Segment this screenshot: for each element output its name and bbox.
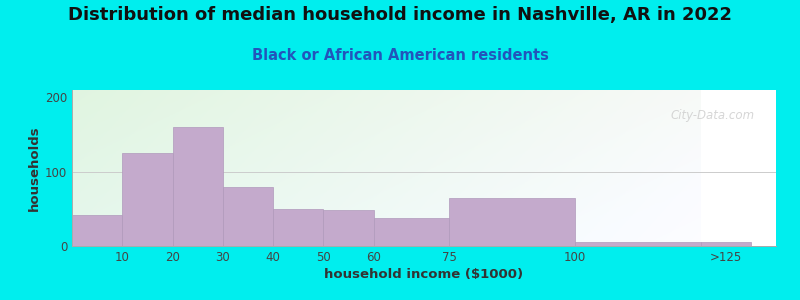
Bar xyxy=(575,242,701,246)
Bar xyxy=(701,242,751,246)
Text: City-Data.com: City-Data.com xyxy=(670,109,755,122)
Text: Black or African American residents: Black or African American residents xyxy=(251,48,549,63)
Y-axis label: households: households xyxy=(28,125,41,211)
Bar xyxy=(273,209,323,246)
Bar xyxy=(122,153,173,246)
Bar xyxy=(374,218,449,246)
Text: Distribution of median household income in Nashville, AR in 2022: Distribution of median household income … xyxy=(68,6,732,24)
Bar xyxy=(173,127,223,246)
Bar xyxy=(223,187,273,246)
Bar xyxy=(449,198,575,246)
Bar xyxy=(323,210,374,246)
X-axis label: household income ($1000): household income ($1000) xyxy=(325,268,523,281)
Bar xyxy=(72,215,122,246)
